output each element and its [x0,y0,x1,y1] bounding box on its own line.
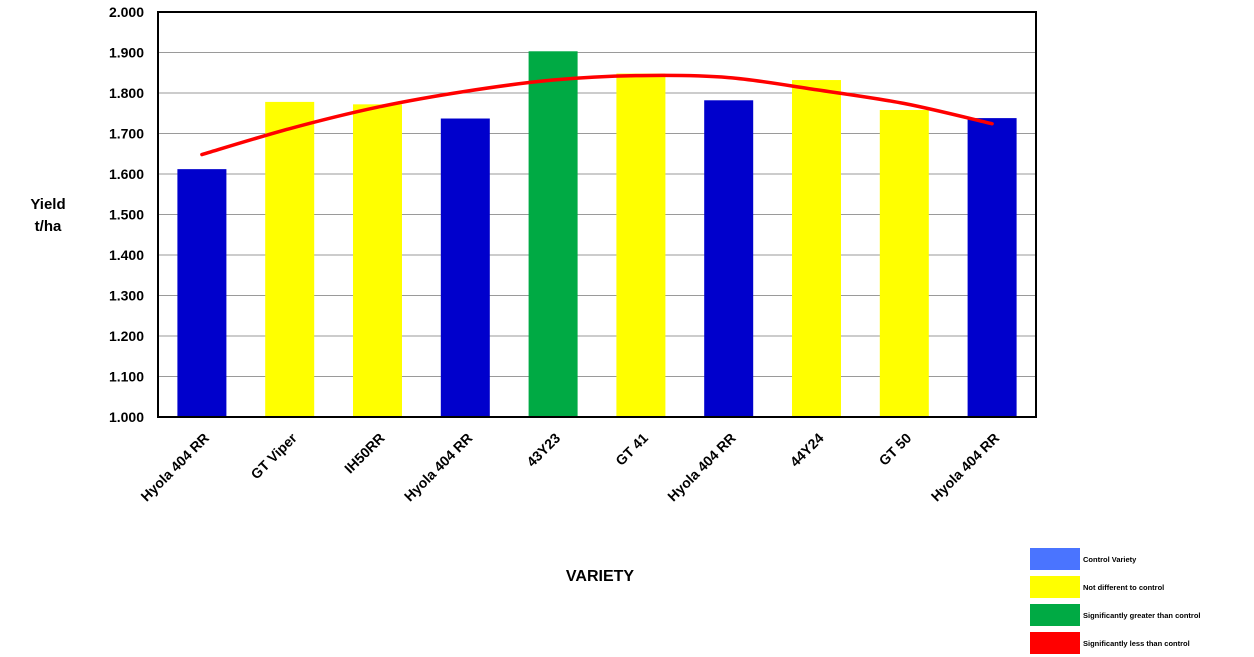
legend-label: Not different to control [1083,582,1165,592]
y-tick-label: 1.400 [109,247,144,263]
x-tick-label: 43Y23 [523,430,563,470]
x-tick-label: GT Viper [247,429,300,482]
bar [792,80,841,417]
bars [177,51,1017,418]
legend-swatch [1030,576,1080,598]
legend-label: Significantly less than control [1083,638,1190,648]
y-tick-label: 1.200 [109,328,144,344]
legend-item-not-different: Not different to control [1030,573,1252,601]
trend-line-group [200,73,994,157]
y-tick-label: 1.800 [109,85,144,101]
legend-swatch [1030,632,1080,654]
x-tick-label: Hyola 404 RR [137,430,212,505]
y-tick-label: 1.300 [109,288,144,304]
x-tick-label: 44Y24 [787,430,827,470]
legend-swatch [1030,548,1080,570]
legend-swatch [1030,604,1080,626]
y-tick-label: 1.100 [109,369,144,385]
legend-item-less: Significantly less than control [1030,629,1252,657]
y-tick-label: 1.900 [109,45,144,61]
y-tick-label: 1.700 [109,126,144,142]
legend: Control Variety Not different to control… [1030,545,1252,657]
x-tick-label: Hyola 404 RR [928,430,1003,505]
y-axis-title-line-1: Yield [30,196,66,213]
trend-line [200,73,994,157]
y-axis-title: Yield t/ha [20,194,76,238]
x-tick-label: GT 50 [876,430,915,469]
x-tick-label: Hyola 404 RR [401,430,476,505]
bar [265,101,315,417]
bar [528,51,578,417]
bar [353,104,402,417]
x-axis-category-labels: Hyola 404 RR GT Viper IH50RR Hyola 404 RR 43… [137,429,1002,504]
y-tick-label: 1.500 [109,207,144,223]
bar [440,118,490,417]
bar [967,118,1017,418]
bar [879,110,929,417]
y-tick-label: 1.600 [109,166,144,182]
bar [704,100,754,417]
y-tick-label: 2.000 [109,4,144,20]
x-axis-title: VARIETY [565,568,635,585]
x-tick-label: Hyola 404 RR [664,430,739,505]
bar [616,73,666,417]
legend-label: Control Variety [1083,554,1137,564]
bar [177,169,227,417]
legend-label: Significantly greater than control [1083,610,1201,620]
legend-item-control: Control Variety [1030,545,1252,573]
y-axis-tick-labels: 1.000 1.100 1.200 1.300 1.400 1.500 1.600 1.700… [109,4,144,425]
x-tick-label: IH50RR [341,430,388,477]
y-axis-title-line-2: t/ha [34,218,62,235]
legend-item-greater: Significantly greater than control [1030,601,1252,629]
plot-area-frame [157,11,1037,418]
y-tick-label: 1.000 [109,409,144,425]
x-tick-label: GT 41 [612,430,651,469]
